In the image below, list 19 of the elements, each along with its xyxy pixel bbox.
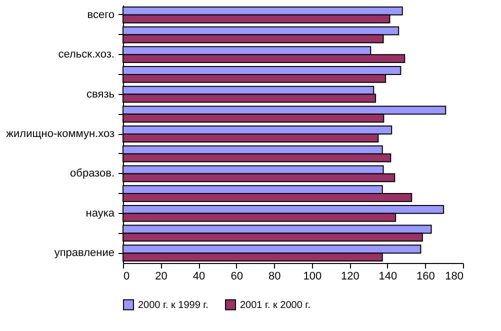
y-tick-label: всего bbox=[87, 8, 114, 21]
x-tick-label: 180 bbox=[445, 270, 464, 282]
x-tick-label: 20 bbox=[155, 270, 168, 282]
x-tick-label: 100 bbox=[303, 270, 322, 282]
y-tick-label: связь bbox=[86, 88, 115, 100]
x-tick-label: 80 bbox=[268, 270, 281, 282]
x-tick-label: 60 bbox=[230, 270, 243, 282]
x-tick-label: 120 bbox=[340, 270, 360, 282]
y-tick-label: наука bbox=[86, 207, 116, 220]
y-tick-label: управление bbox=[54, 247, 114, 260]
x-tick-label: 0 bbox=[124, 270, 130, 282]
x-tick-label: 160 bbox=[416, 270, 435, 282]
x-tick-label: 40 bbox=[192, 270, 206, 282]
x-tick-label: 140 bbox=[378, 270, 398, 282]
y-tick-label: образов. bbox=[70, 168, 114, 180]
legend-label: 2001 г. к 2000 г. bbox=[240, 300, 310, 311]
legend-label: 2000 г. к 1999 г. bbox=[138, 300, 208, 311]
y-tick-label: сельск.хоз. bbox=[58, 48, 114, 61]
y-tick-label: жилищно-коммун.хоз bbox=[6, 128, 114, 140]
